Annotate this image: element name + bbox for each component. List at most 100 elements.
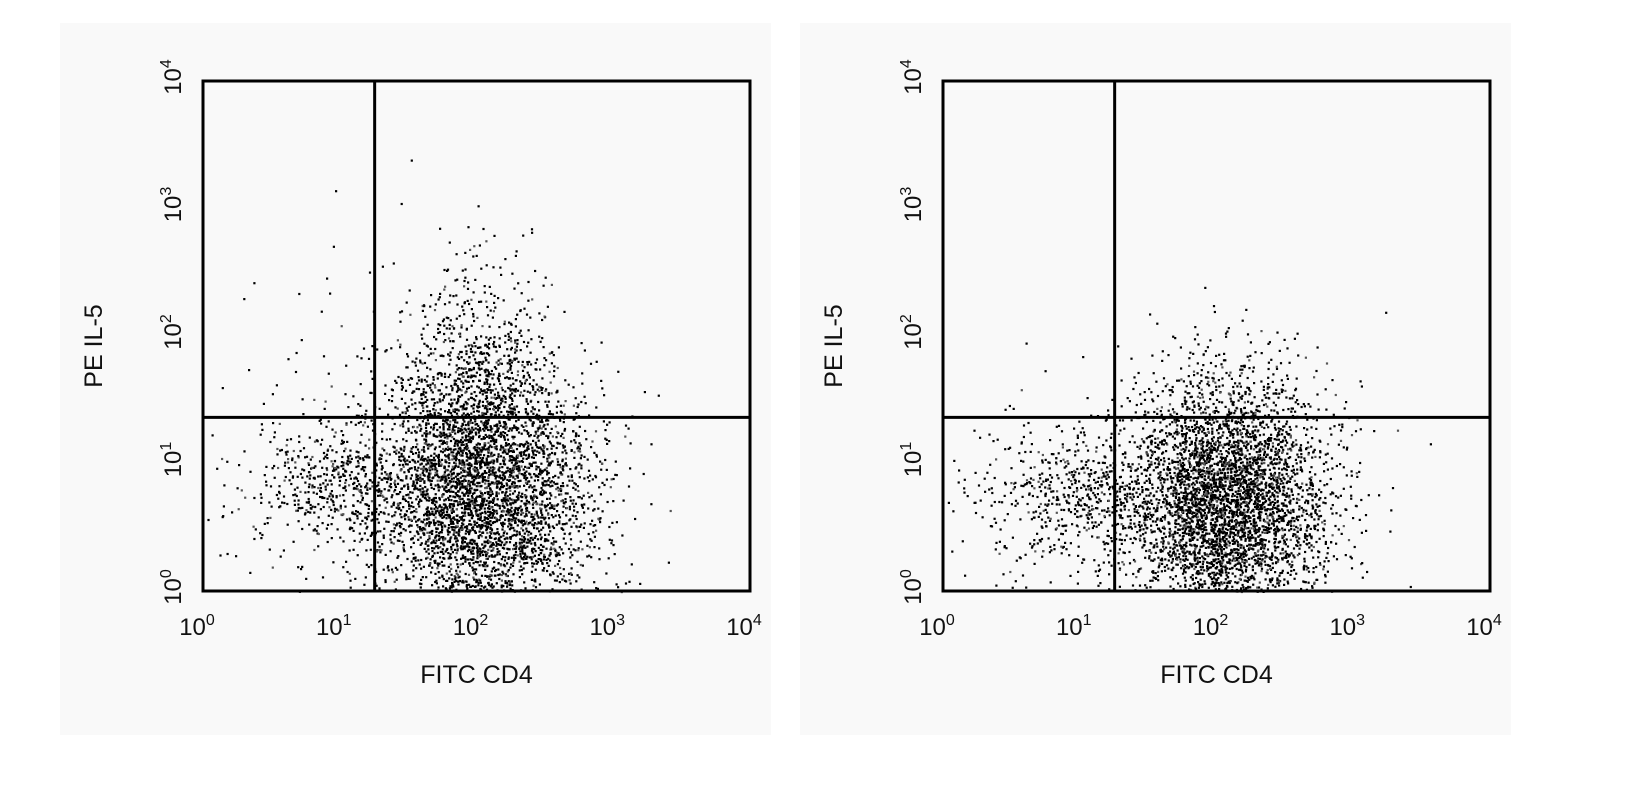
data-point xyxy=(555,504,558,507)
data-point xyxy=(501,514,504,518)
data-point xyxy=(361,498,364,502)
data-point xyxy=(527,523,530,526)
data-point xyxy=(449,412,453,415)
data-point xyxy=(454,462,457,465)
data-point xyxy=(587,469,591,472)
data-point xyxy=(495,438,498,441)
data-point xyxy=(471,345,474,348)
data-point xyxy=(400,377,403,380)
data-point xyxy=(476,550,479,553)
data-point xyxy=(481,543,484,546)
data-point xyxy=(304,456,307,459)
data-point xyxy=(426,345,429,348)
data-point xyxy=(502,460,506,463)
data-point xyxy=(462,502,465,505)
data-point xyxy=(586,544,589,547)
data-point xyxy=(517,427,520,430)
data-point xyxy=(478,391,482,394)
data-point xyxy=(273,436,276,439)
data-point xyxy=(395,578,398,581)
data-point xyxy=(592,524,595,527)
data-point xyxy=(509,581,512,585)
data-point xyxy=(434,545,438,548)
data-point xyxy=(493,482,496,485)
data-point xyxy=(511,407,514,410)
data-point xyxy=(325,467,328,470)
data-point xyxy=(514,550,518,553)
data-point xyxy=(332,503,335,507)
data-point xyxy=(461,414,464,417)
data-point xyxy=(425,499,428,502)
data-point xyxy=(577,489,580,493)
data-point xyxy=(629,467,632,470)
data-point xyxy=(650,503,653,506)
data-point xyxy=(466,287,470,290)
data-point xyxy=(486,540,489,543)
data-point xyxy=(445,448,448,451)
data-point xyxy=(461,542,464,545)
data-point xyxy=(534,441,537,444)
data-point xyxy=(367,565,370,569)
data-point xyxy=(577,445,580,448)
data-point xyxy=(293,488,296,491)
data-point xyxy=(490,583,493,586)
data-point xyxy=(608,421,611,424)
data-point xyxy=(473,245,476,248)
data-point xyxy=(468,422,471,425)
data-point xyxy=(348,549,351,552)
data-point xyxy=(272,422,275,425)
data-point xyxy=(440,383,443,386)
data-point xyxy=(459,448,462,451)
data-point xyxy=(433,503,437,506)
data-point xyxy=(411,501,414,504)
data-point xyxy=(470,473,473,476)
data-point xyxy=(474,278,477,281)
data-point xyxy=(593,500,596,503)
data-point xyxy=(356,510,359,514)
data-point xyxy=(433,552,436,555)
data-point xyxy=(357,421,360,425)
data-point xyxy=(504,492,507,495)
data-point xyxy=(469,396,473,399)
data-point xyxy=(298,292,301,296)
data-point xyxy=(488,507,491,511)
data-point xyxy=(548,440,551,443)
data-point xyxy=(390,568,394,571)
data-point xyxy=(425,424,428,427)
data-point xyxy=(500,586,503,589)
data-point xyxy=(321,522,324,525)
data-point xyxy=(471,514,474,517)
data-point xyxy=(407,485,410,488)
data-point xyxy=(531,422,534,425)
data-point xyxy=(415,498,418,501)
data-point xyxy=(468,508,471,511)
data-point xyxy=(498,380,501,383)
data-point xyxy=(429,386,432,389)
data-point xyxy=(457,501,460,504)
data-point xyxy=(537,418,540,421)
data-point xyxy=(440,463,443,466)
data-point xyxy=(319,483,322,486)
data-point xyxy=(544,484,547,487)
data-point xyxy=(488,325,491,328)
data-point xyxy=(546,470,549,473)
data-point xyxy=(496,485,499,489)
data-point xyxy=(428,522,431,525)
data-point xyxy=(365,563,368,566)
data-point xyxy=(453,548,457,551)
data-point xyxy=(501,483,504,486)
data-point xyxy=(527,445,530,448)
data-point xyxy=(273,431,276,434)
data-point xyxy=(474,456,478,459)
data-point xyxy=(1226,455,1229,458)
data-point xyxy=(523,494,526,497)
data-point xyxy=(548,526,551,529)
data-point xyxy=(443,449,446,452)
data-point xyxy=(576,405,579,409)
data-point xyxy=(432,539,435,542)
data-point xyxy=(339,536,342,539)
data-point xyxy=(457,427,460,430)
data-point xyxy=(473,499,476,502)
data-point xyxy=(483,285,486,288)
data-point xyxy=(495,491,498,494)
